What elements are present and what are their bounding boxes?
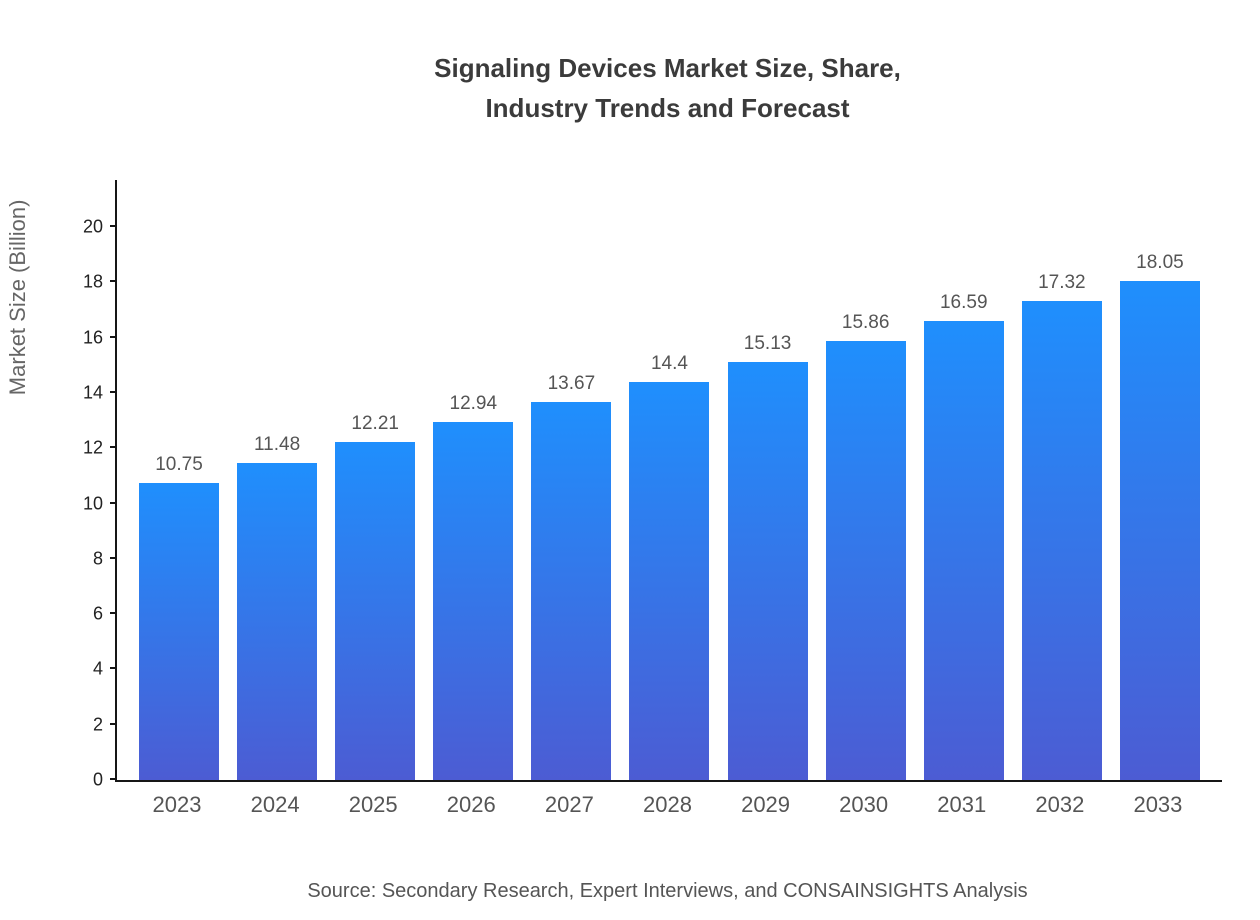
bar-column: 12.21 bbox=[335, 180, 416, 780]
bar bbox=[139, 482, 219, 780]
source-note: Source: Secondary Research, Expert Inter… bbox=[307, 880, 1028, 902]
y-tick-label: 12 bbox=[82, 437, 103, 458]
x-axis-label: 2024 bbox=[250, 792, 300, 817]
y-tick-label: 14 bbox=[82, 382, 103, 403]
y-tick-mark bbox=[110, 778, 117, 780]
bar bbox=[727, 361, 808, 780]
x-axis-label: 2027 bbox=[544, 792, 594, 817]
bar-value-label: 10.75 bbox=[155, 453, 203, 475]
bar-value-label: 15.13 bbox=[743, 332, 792, 354]
x-axis-labels: 2023 2024 2025 2026 2027 2028 2029 2030 2031 2032… bbox=[115, 792, 1220, 818]
bar bbox=[1021, 301, 1102, 780]
chart-title-line2: Industry Trends and Forecast bbox=[485, 93, 850, 123]
y-tick-mark bbox=[110, 612, 117, 615]
bar bbox=[923, 321, 1004, 780]
bar bbox=[629, 381, 710, 780]
y-tick-mark bbox=[110, 280, 117, 283]
bar bbox=[1119, 280, 1200, 780]
chart-title-line1: Signaling Devices Market Size, Share, bbox=[434, 53, 901, 83]
bar-column: 10.75 bbox=[139, 180, 219, 780]
bar bbox=[825, 341, 906, 780]
bar-value-label: 15.86 bbox=[841, 312, 890, 334]
y-tick-label: 4 bbox=[92, 658, 103, 679]
plot-area: 0 2 4 6 8 10 12 14 16 18 20 10.75 11.48 12.21 12.94 13… bbox=[83, 180, 1222, 790]
x-axis-label: 2029 bbox=[741, 792, 791, 817]
bar-column: 18.05 bbox=[1119, 180, 1200, 780]
bar-value-label: 11.48 bbox=[254, 433, 301, 455]
bar-column: 13.67 bbox=[531, 180, 612, 780]
chart-title: Signaling Devices Market Size, Share, In… bbox=[115, 48, 1220, 128]
y-tick-label: 6 bbox=[92, 603, 103, 624]
bar-column: 17.32 bbox=[1021, 180, 1102, 780]
x-axis-label: 2032 bbox=[1035, 792, 1085, 817]
y-tick-mark bbox=[110, 446, 117, 449]
bar-column: 16.59 bbox=[923, 180, 1004, 780]
y-tick-mark bbox=[110, 335, 117, 338]
x-axis-label: 2031 bbox=[937, 792, 987, 817]
bar-value-label: 12.21 bbox=[351, 413, 399, 435]
bar-value-label: 18.05 bbox=[1136, 251, 1184, 273]
y-tick-label: 20 bbox=[82, 216, 103, 237]
y-tick-mark bbox=[110, 390, 117, 393]
y-tick-label: 0 bbox=[92, 769, 103, 790]
x-axis-label: 2026 bbox=[446, 792, 496, 817]
bar-value-label: 14.4 bbox=[650, 352, 688, 374]
y-axis-title: Market Size (Billion) bbox=[5, 199, 30, 396]
bar bbox=[531, 402, 612, 780]
bars: 10.75 11.48 12.21 12.94 13.67 14.4 15.13 15.86 1… bbox=[117, 180, 1222, 780]
bar bbox=[335, 442, 416, 780]
y-tick-label: 16 bbox=[82, 327, 103, 348]
bar-column: 11.48 bbox=[237, 180, 318, 780]
bar-column: 14.4 bbox=[629, 180, 710, 780]
bar-value-label: 12.94 bbox=[449, 393, 498, 415]
y-tick-label: 10 bbox=[82, 493, 103, 514]
y-tick-mark bbox=[110, 501, 117, 504]
x-axis-label: 2025 bbox=[348, 792, 398, 817]
y-tick-mark bbox=[110, 225, 117, 228]
bar-column: 15.86 bbox=[825, 180, 906, 780]
bar bbox=[237, 462, 318, 780]
y-tick-label: 18 bbox=[82, 271, 103, 292]
x-axis-label: 2033 bbox=[1133, 792, 1183, 817]
x-axis-label: 2030 bbox=[839, 792, 889, 817]
bar-value-label: 13.67 bbox=[547, 373, 596, 395]
bar-value-label: 16.59 bbox=[939, 292, 988, 314]
bar-value-label: 17.32 bbox=[1038, 272, 1086, 294]
y-tick-mark bbox=[110, 556, 117, 559]
bar bbox=[433, 422, 514, 780]
x-axis-label: 2023 bbox=[152, 792, 202, 817]
y-tick-label: 8 bbox=[92, 548, 103, 569]
y-tick-mark bbox=[110, 722, 117, 725]
y-tick-label: 2 bbox=[92, 714, 103, 735]
x-axis-label: 2028 bbox=[642, 792, 692, 817]
bar-column: 12.94 bbox=[433, 180, 514, 780]
bar-column: 15.13 bbox=[727, 180, 808, 780]
y-tick-mark bbox=[110, 667, 117, 670]
